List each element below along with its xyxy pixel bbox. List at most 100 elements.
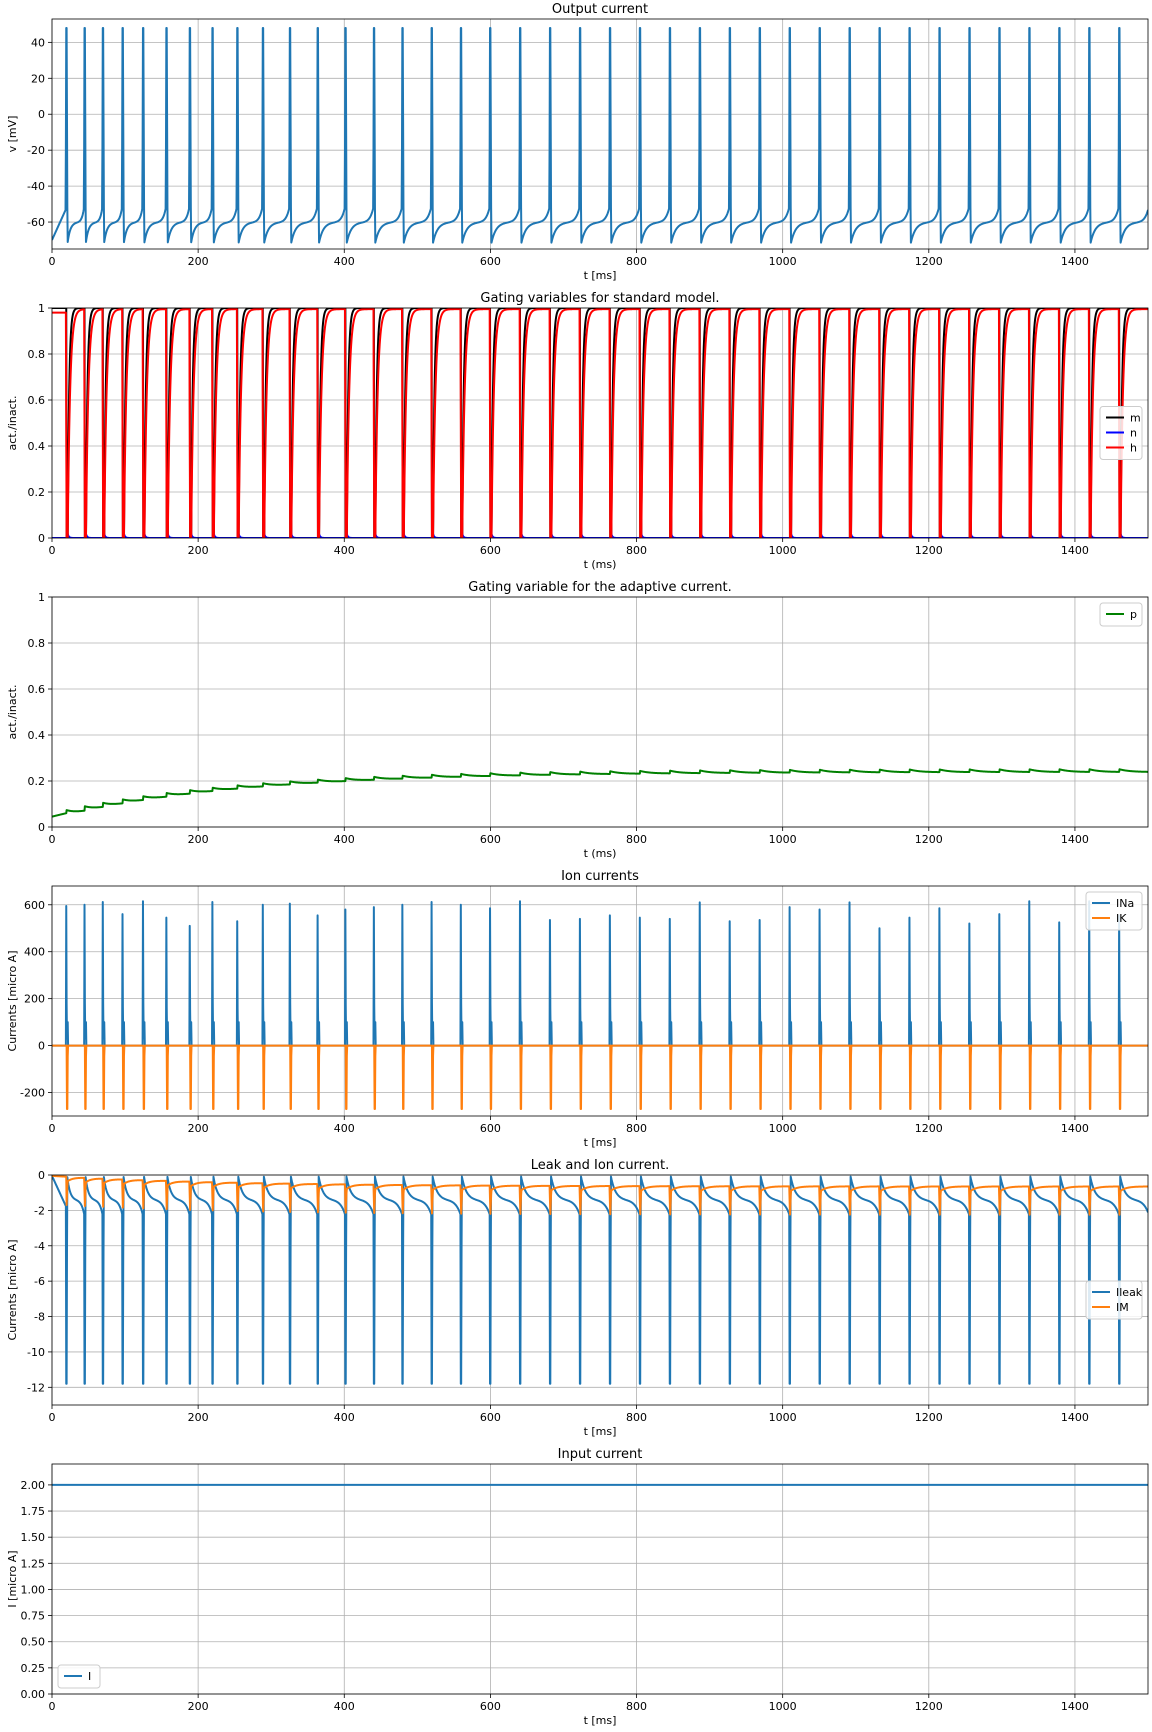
x-axis-label: t [ms] [584, 1425, 617, 1438]
plot-frame [51, 885, 1149, 1117]
y-tick-label: 0.8 [28, 348, 46, 361]
plot-frame [51, 596, 1149, 828]
x-tick-label: 1200 [915, 1700, 943, 1713]
plot-frame [51, 1174, 1149, 1406]
plot-frame [51, 1463, 1149, 1695]
chart-title: Output current [552, 2, 648, 17]
legend-label-IK: IK [1116, 912, 1127, 925]
series-line-p [52, 768, 1148, 818]
y-tick-label: 0.4 [28, 440, 46, 453]
y-tick-label: 0 [38, 1040, 45, 1053]
x-tick-label: 1200 [915, 255, 943, 268]
chart-title: Leak and Ion current. [531, 1158, 669, 1173]
x-tick-label: 1200 [915, 1122, 943, 1135]
y-tick-label: -200 [20, 1087, 45, 1100]
x-axis-label: t [ms] [584, 1714, 617, 1727]
y-axis-label: act./inact. [6, 396, 19, 451]
series-group [52, 26, 1148, 244]
x-tick-label: 600 [480, 544, 501, 557]
y-tick-label: 20 [31, 72, 45, 85]
y-tick-label: 0 [38, 108, 45, 121]
x-tick-label: 0 [49, 833, 56, 846]
x-tick-label: 1400 [1061, 833, 1089, 846]
legend-label-IM: IM [1116, 1301, 1129, 1314]
legend-box [1085, 1280, 1143, 1320]
y-axis-label: v [mV] [6, 116, 19, 153]
legend-label-Ileak: Ileak [1116, 1286, 1143, 1299]
legend-label-I: I [88, 1670, 91, 1683]
series-line-IM [52, 1175, 1148, 1216]
y-tick-label: 0.8 [28, 637, 46, 650]
y-tick-label: 0 [38, 1169, 45, 1182]
x-tick-label: 1000 [769, 833, 797, 846]
y-axis-label: I [micro A] [6, 1550, 19, 1607]
plot-frame [51, 307, 1149, 539]
x-axis-label: t (ms) [584, 847, 617, 860]
x-tick-label: 200 [188, 255, 209, 268]
chart-panel-5: 0 200 400 600 800 1000 1200 1400 -12 -10 -8 -6 -4 -2 0… [6, 1158, 1149, 1438]
chart-panel-2: 0 200 400 600 800 1000 1200 1400 0 0.2 0.4 0.6 0.8 1 G… [6, 291, 1149, 571]
x-tick-label: 1400 [1061, 1122, 1089, 1135]
x-tick-label: 600 [480, 1411, 501, 1424]
series-group [52, 768, 1148, 818]
y-tick-label: 200 [24, 993, 45, 1006]
y-tick-label: 1.25 [21, 1557, 46, 1570]
x-tick-label: 0 [49, 1700, 56, 1713]
legend: p [1099, 602, 1143, 627]
x-tick-label: 0 [49, 1122, 56, 1135]
chart-title: Gating variables for standard model. [480, 291, 719, 306]
x-axis-label: t [ms] [584, 269, 617, 282]
y-tick-label: -20 [27, 144, 45, 157]
series-group [52, 308, 1148, 538]
x-tick-label: 200 [188, 1700, 209, 1713]
y-axis-label: act./inact. [6, 685, 19, 740]
x-axis-label: t (ms) [584, 558, 617, 571]
y-tick-label: 1.75 [21, 1505, 46, 1518]
x-tick-label: 800 [626, 1122, 647, 1135]
y-tick-label: -60 [27, 216, 45, 229]
y-tick-label: 0.50 [21, 1636, 46, 1649]
x-tick-label: 400 [334, 544, 355, 557]
series-line-n [52, 532, 1148, 538]
chart-title: Ion currents [561, 869, 639, 884]
legend-label-h: h [1130, 442, 1137, 455]
y-tick-label: 0.4 [28, 729, 46, 742]
x-tick-label: 600 [480, 1700, 501, 1713]
chart-panel-6: 0 200 400 600 800 1000 1200 1400 0.00 0.25 0.50 0.7… [6, 1447, 1149, 1727]
y-tick-label: 0 [38, 821, 45, 834]
chart-panel-4: 0 200 400 600 800 1000 1200 1400 -200 0 200 400 600 I… [6, 869, 1149, 1149]
legend-box [1085, 891, 1143, 931]
y-tick-label: 0 [38, 532, 45, 545]
x-tick-label: 800 [626, 544, 647, 557]
y-tick-label: -10 [27, 1346, 45, 1359]
y-tick-label: 1.50 [21, 1531, 46, 1544]
y-tick-label: -2 [34, 1204, 45, 1217]
y-tick-label: 1 [38, 591, 45, 604]
x-tick-label: 1400 [1061, 544, 1089, 557]
x-tick-label: 400 [334, 1411, 355, 1424]
y-tick-label: 400 [24, 946, 45, 959]
x-tick-label: 1200 [915, 544, 943, 557]
x-axis-label: t [ms] [584, 1136, 617, 1149]
x-tick-label: 1000 [769, 544, 797, 557]
legend-label-p: p [1130, 608, 1137, 621]
y-tick-label: 0.75 [21, 1610, 46, 1623]
series-line-INa [52, 900, 1148, 1047]
x-tick-label: 800 [626, 255, 647, 268]
legend: I [57, 1664, 101, 1689]
legend-label-INa: INa [1116, 897, 1134, 910]
chart-title: Gating variable for the adaptive current… [468, 580, 731, 595]
x-tick-label: 400 [334, 833, 355, 846]
chart-title: Input current [558, 1447, 643, 1462]
series-line-voltage [52, 26, 1148, 244]
y-tick-label: 0.6 [28, 683, 46, 696]
y-axis-label: Currents [micro A] [6, 1240, 19, 1341]
y-tick-label: 0.25 [21, 1662, 46, 1675]
y-tick-label: 0.00 [21, 1688, 46, 1701]
x-tick-label: 0 [49, 544, 56, 557]
x-tick-label: 600 [480, 833, 501, 846]
y-tick-label: 1 [38, 302, 45, 315]
x-tick-label: 800 [626, 1700, 647, 1713]
x-tick-label: 0 [49, 1411, 56, 1424]
